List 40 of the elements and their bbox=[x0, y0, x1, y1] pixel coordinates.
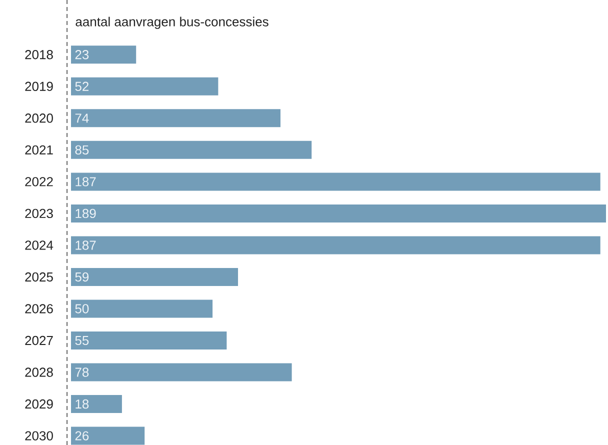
bar bbox=[71, 140, 312, 159]
bar bbox=[71, 46, 136, 64]
y-tick-label: 2029 bbox=[25, 399, 53, 409]
y-tick-label: 2020 bbox=[25, 114, 53, 123]
bar bbox=[71, 363, 292, 382]
chart-title: aantal aanvragen bus-concessies bbox=[76, 16, 268, 29]
data-label: 55 bbox=[75, 336, 89, 346]
bar bbox=[71, 236, 600, 254]
y-tick-label: 2022 bbox=[25, 177, 53, 186]
y-tick-label: 2021 bbox=[25, 145, 53, 155]
y-tick-label: 2027 bbox=[25, 336, 53, 346]
data-label: 18 bbox=[76, 399, 89, 409]
data-label: 50 bbox=[75, 304, 89, 314]
bar bbox=[71, 109, 280, 128]
y-tick-label: 2023 bbox=[25, 208, 53, 218]
bar bbox=[71, 77, 218, 96]
data-label: 26 bbox=[75, 431, 89, 440]
y-tick-label: 2025 bbox=[25, 272, 53, 282]
y-tick-label: 2030 bbox=[25, 431, 53, 440]
data-label: 59 bbox=[75, 272, 89, 282]
bar bbox=[71, 300, 213, 318]
data-label: 52 bbox=[75, 82, 88, 91]
data-label: 78 bbox=[75, 368, 89, 377]
y-tick-label: 2024 bbox=[25, 240, 54, 250]
bar bbox=[71, 268, 238, 286]
data-label: 23 bbox=[75, 50, 89, 60]
data-label: 187 bbox=[76, 240, 96, 250]
data-label: 187 bbox=[76, 177, 96, 186]
bar bbox=[71, 395, 122, 414]
y-tick-label: 2019 bbox=[25, 82, 53, 91]
y-tick-label: 2028 bbox=[25, 368, 53, 377]
data-label: 189 bbox=[76, 208, 96, 218]
bar bbox=[71, 172, 600, 191]
data-label: 74 bbox=[75, 114, 89, 123]
data-label: 85 bbox=[75, 145, 89, 155]
y-tick-label: 2018 bbox=[25, 50, 53, 60]
y-tick-label: 2026 bbox=[25, 304, 53, 314]
bar bbox=[71, 332, 227, 350]
bar bbox=[71, 426, 145, 445]
bar bbox=[71, 204, 606, 222]
